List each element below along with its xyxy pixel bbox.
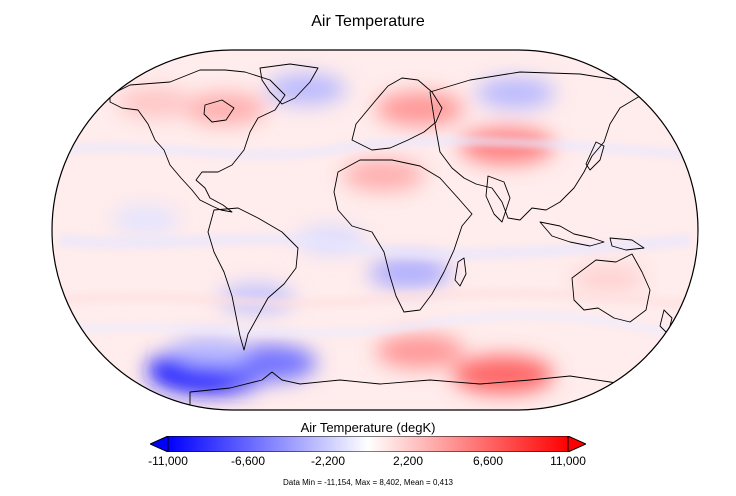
anomaly-patch (183, 92, 267, 125)
anomaly-patch (571, 264, 645, 294)
colorbar-title: Air Temperature (degK) (300, 420, 436, 435)
south-america-coast (207, 207, 299, 351)
data-stats: Data Min = -11,154, Max = 8,402, Mean = … (283, 478, 453, 487)
colorbar-tick-label: -11,000 (148, 454, 188, 468)
europe-coast (351, 77, 443, 151)
colorbar-tick-label: -6,600 (230, 454, 266, 468)
map-frame (51, 49, 699, 411)
anomaly-patch (170, 335, 250, 367)
colorbar-tick-label: 11,000 (550, 454, 586, 468)
anomaly-patch (116, 88, 193, 118)
map-field (52, 50, 698, 410)
hudson-bay-coast (203, 99, 235, 123)
anomaly-patch (266, 73, 346, 105)
anomaly-patch (375, 334, 465, 369)
colorbar-gradient (167, 436, 569, 452)
new-guinea-coast (609, 237, 645, 251)
australia-coast (571, 253, 651, 323)
colorbar-tick-label: 6,600 (472, 454, 504, 468)
anomaly-patch (375, 91, 465, 126)
anomaly-patch (342, 159, 425, 192)
anomaly-patch (452, 355, 554, 394)
colorbar-tick-label: -2,200 (310, 454, 346, 468)
anomaly-patch (368, 257, 451, 289)
north-america-coast (109, 69, 286, 213)
colorbar-high-arrow (567, 436, 586, 452)
colorbar-tick-label: 2,200 (392, 454, 424, 468)
anomaly-patch (111, 206, 180, 234)
indonesia-coast (539, 221, 605, 247)
colorbar (150, 436, 586, 452)
japan-coast (585, 141, 605, 171)
map-title: Air Temperature (311, 13, 425, 30)
greenland-coast (259, 63, 319, 105)
anomaly-patch (476, 77, 556, 109)
madagascar-coast (454, 257, 467, 287)
africa-coast (333, 159, 473, 313)
colorbar-low-arrow (150, 436, 169, 452)
india-coast (485, 175, 511, 223)
